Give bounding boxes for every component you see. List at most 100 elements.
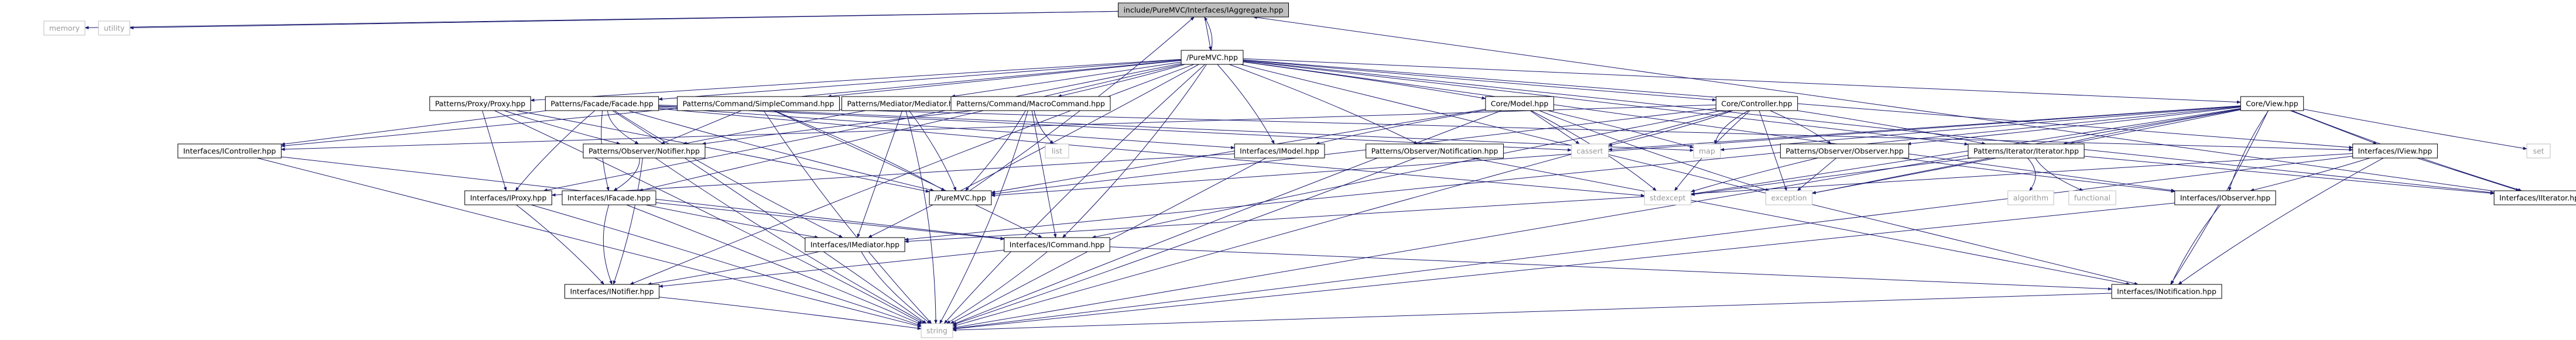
node-label: Interfaces/IController.hpp xyxy=(183,147,276,156)
edge-proxy-to-iproxy xyxy=(482,110,507,191)
node-box xyxy=(677,96,840,111)
edge-puremvc-to-iterator xyxy=(1243,60,1969,146)
edge-simplecmd-to-string xyxy=(763,110,932,324)
edge-iview-to-inotification xyxy=(2178,157,2384,285)
node-label: Interfaces/IProxy.hpp xyxy=(470,194,547,202)
node-iobserver[interactable]: Interfaces/IObserver.hpp xyxy=(2174,190,2276,205)
edge-controller-to-icommand xyxy=(1092,110,1722,239)
node-label: cassert xyxy=(1576,147,1603,156)
node-mediator[interactable]: Patterns/Mediator/Mediator.hpp xyxy=(841,96,968,111)
node-box xyxy=(429,96,531,111)
edge-iview-to-iobserver xyxy=(2250,157,2370,192)
node-label: Interfaces/IView.hpp xyxy=(2358,147,2433,156)
edge-view-to-iterator xyxy=(2062,109,2241,145)
edge-puremvc-to-icommand xyxy=(1062,64,1207,238)
edge-notifier-to-inotifier xyxy=(613,157,643,285)
node-box xyxy=(2111,284,2222,299)
edge-iview-to-string xyxy=(952,156,2353,330)
node-root[interactable]: include/PureMVC/Interfaces/IAggregate.hp… xyxy=(1118,2,1289,18)
node-box xyxy=(2174,190,2276,205)
node-box xyxy=(562,190,656,205)
node-model[interactable]: Core/Model.hpp xyxy=(1485,96,1554,111)
node-notification[interactable]: Patterns/Observer/Notification.hpp xyxy=(1366,143,1504,159)
node-label: stdexcept xyxy=(1650,194,1685,202)
node-box xyxy=(98,20,131,36)
node-box xyxy=(1766,190,1813,205)
edge-mediator-to-puremvc2 xyxy=(909,110,957,191)
node-simplecmd[interactable]: Patterns/Command/SimpleCommand.hpp xyxy=(677,96,840,111)
edge-iobserver-to-string xyxy=(952,202,2175,331)
edge-puremvc-to-imodel xyxy=(1217,64,1275,145)
edge-puremvc-to-imediator xyxy=(868,64,1199,238)
node-imediator[interactable]: Interfaces/IMediator.hpp xyxy=(805,237,905,252)
node-macrocmd[interactable]: Patterns/Command/MacroCommand.hpp xyxy=(950,96,1111,111)
edge-puremvc-to-inotification xyxy=(1240,64,2139,286)
node-map: map xyxy=(1693,143,1721,159)
node-box xyxy=(2493,190,2576,205)
edge-facade-to-stdexcept xyxy=(658,108,1645,197)
edge-icommand-to-string xyxy=(946,251,1048,324)
edge-facade-to-cassert xyxy=(658,106,1572,152)
node-box xyxy=(2526,143,2551,159)
node-puremvc2[interactable]: /PureMVC.hpp xyxy=(929,190,992,205)
node-imodel[interactable]: Interfaces/IModel.hpp xyxy=(1234,143,1325,159)
edge-view-to-iview xyxy=(2290,110,2377,145)
edge-facade-to-icontroller xyxy=(280,110,547,146)
node-box xyxy=(1780,143,1910,159)
edge-facade-to-iproxy xyxy=(515,110,596,191)
node-string: string xyxy=(921,323,953,338)
node-label: Patterns/Iterator/Iterator.hpp xyxy=(1973,147,2079,156)
edge-facade-to-notifier xyxy=(607,110,639,145)
node-notifier[interactable]: Patterns/Observer/Notifier.hpp xyxy=(583,143,706,159)
node-puremvc[interactable]: /PureMVC.hpp xyxy=(1181,50,1244,65)
edge-proxy-to-string xyxy=(494,110,923,324)
node-box xyxy=(1004,237,1110,252)
edge-simplecmd-to-notifier xyxy=(661,110,742,145)
node-box xyxy=(1571,143,1609,159)
node-label: Interfaces/IObserver.hpp xyxy=(2180,194,2270,202)
node-box xyxy=(1485,96,1554,111)
node-label: Interfaces/INotification.hpp xyxy=(2117,287,2216,296)
edge-macrocmd-to-icommand xyxy=(1031,110,1057,238)
node-controller[interactable]: Core/Controller.hpp xyxy=(1715,96,1798,111)
node-iterator[interactable]: Patterns/Iterator/Iterator.hpp xyxy=(1968,143,2085,159)
node-box xyxy=(1644,190,1692,205)
edge-iproxy-to-inotifier xyxy=(516,204,604,285)
edge-facade-to-imediator xyxy=(614,110,843,238)
node-icommand[interactable]: Interfaces/ICommand.hpp xyxy=(1004,237,1110,252)
node-label: Patterns/Command/MacroCommand.hpp xyxy=(956,99,1105,108)
edge-puremvc-to-view xyxy=(1243,58,2241,104)
edge-puremvc-to-iiterator xyxy=(1243,60,2495,194)
node-iiterator[interactable]: Interfaces/IIterator.hpp xyxy=(2493,190,2576,205)
edge-imediator-to-string xyxy=(861,251,931,324)
edge-puremvc-to-notification xyxy=(1229,64,1418,145)
node-icontroller[interactable]: Interfaces/IController.hpp xyxy=(177,143,282,159)
node-label: exception xyxy=(1771,194,1807,202)
edge-macrocmd-to-list xyxy=(1034,110,1054,145)
node-label: Patterns/Observer/Observer.hpp xyxy=(1785,147,1903,156)
node-ifacade[interactable]: Interfaces/IFacade.hpp xyxy=(562,190,656,205)
node-inotification[interactable]: Interfaces/INotification.hpp xyxy=(2111,284,2222,299)
edge-macrocmd-to-notifier xyxy=(702,110,973,145)
edge-puremvc-to-root xyxy=(1204,16,1213,51)
node-view[interactable]: Core/View.hpp xyxy=(2240,96,2304,111)
node-proxy[interactable]: Patterns/Proxy/Proxy.hpp xyxy=(429,96,531,111)
edge-simplecmd-to-icommand xyxy=(773,110,1043,238)
node-cassert: cassert xyxy=(1571,143,1609,159)
edge-iterator-to-algorithm xyxy=(2027,157,2036,191)
node-box xyxy=(1715,96,1798,111)
node-label: Patterns/Observer/Notification.hpp xyxy=(1371,147,1499,156)
node-iproxy[interactable]: Interfaces/IProxy.hpp xyxy=(464,190,552,205)
node-box xyxy=(565,284,660,299)
edge-puremvc-to-controller xyxy=(1243,60,1717,102)
node-exception: exception xyxy=(1766,190,1813,205)
node-observer[interactable]: Patterns/Observer/Observer.hpp xyxy=(1780,143,1910,159)
node-label: functional xyxy=(2074,194,2110,202)
node-inotifier[interactable]: Interfaces/INotifier.hpp xyxy=(565,284,660,299)
edge-imodel-to-iproxy xyxy=(551,153,1235,197)
node-iview[interactable]: Interfaces/IView.hpp xyxy=(2352,143,2438,159)
node-functional: functional xyxy=(2068,190,2116,205)
node-box xyxy=(1693,143,1721,159)
node-facade[interactable]: Patterns/Facade/Facade.hpp xyxy=(545,96,659,111)
